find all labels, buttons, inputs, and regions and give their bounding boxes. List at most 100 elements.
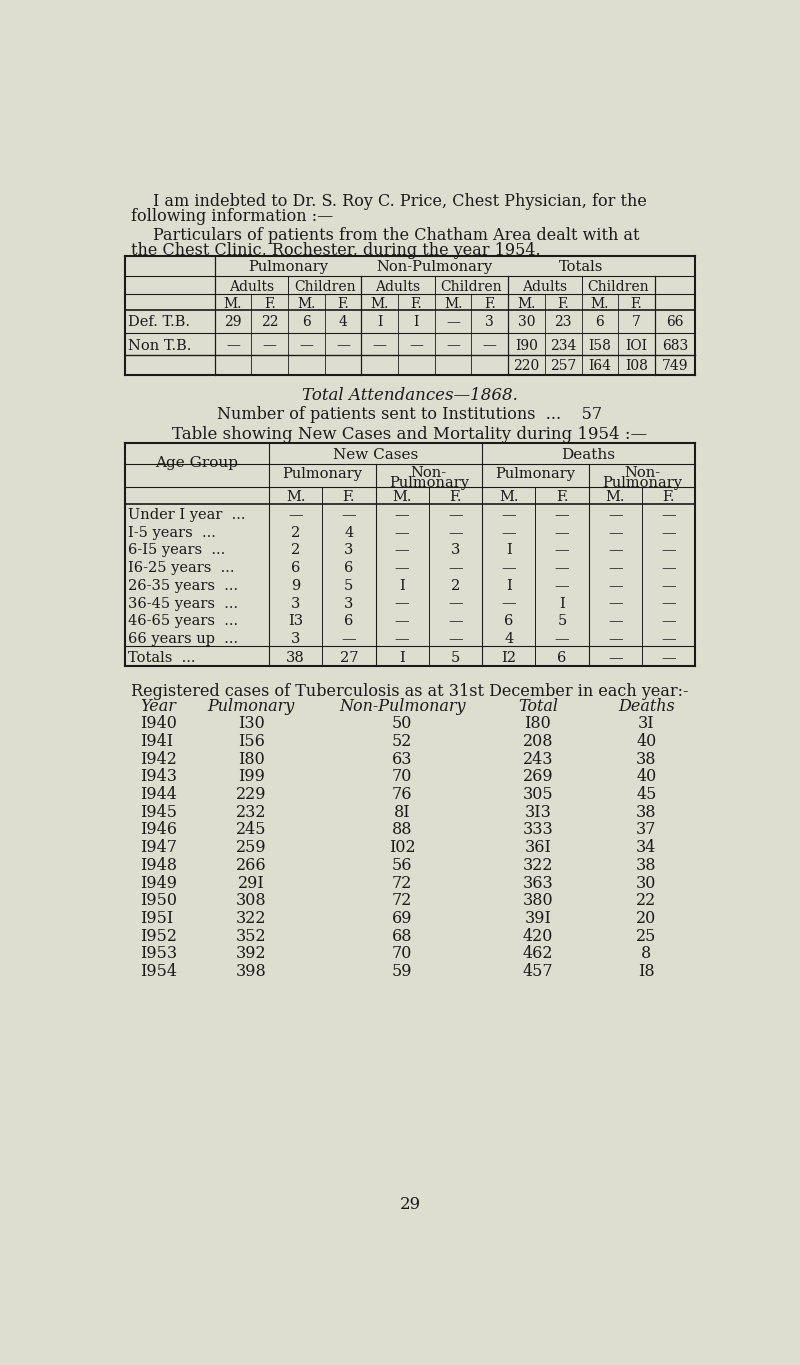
Text: Number of patients sent to Institutions  ...    57: Number of patients sent to Institutions … — [218, 405, 602, 423]
Text: 38: 38 — [636, 804, 657, 820]
Text: Pulmonary: Pulmonary — [248, 261, 328, 274]
Text: I952: I952 — [140, 928, 178, 945]
Text: 6: 6 — [344, 561, 354, 575]
Text: 20: 20 — [636, 910, 657, 927]
Text: 363: 363 — [522, 875, 554, 891]
Text: 457: 457 — [522, 964, 553, 980]
Text: I943: I943 — [140, 768, 178, 785]
Text: —: — — [662, 508, 676, 521]
Text: I947: I947 — [140, 839, 178, 856]
Text: —: — — [662, 614, 676, 628]
Text: 3: 3 — [450, 543, 460, 557]
Text: 220: 220 — [514, 359, 540, 374]
Text: —: — — [502, 508, 516, 521]
Text: 257: 257 — [550, 359, 576, 374]
Text: —: — — [395, 543, 410, 557]
Text: I944: I944 — [140, 786, 177, 803]
Text: Deaths: Deaths — [562, 448, 616, 461]
Text: 3: 3 — [344, 543, 354, 557]
Text: 6: 6 — [344, 614, 354, 628]
Text: —: — — [448, 597, 462, 610]
Text: —: — — [502, 561, 516, 575]
Text: 3: 3 — [344, 597, 354, 610]
Text: Adults: Adults — [375, 280, 421, 293]
Text: M.: M. — [444, 298, 462, 311]
Text: —: — — [502, 597, 516, 610]
Text: 2: 2 — [291, 526, 300, 539]
Text: 3: 3 — [291, 632, 300, 646]
Text: 3: 3 — [291, 597, 300, 610]
Text: I64: I64 — [588, 359, 611, 374]
Text: —: — — [395, 526, 410, 539]
Text: —: — — [554, 526, 570, 539]
Text: IOI: IOI — [626, 339, 647, 352]
Text: I946: I946 — [140, 822, 178, 838]
Text: —: — — [483, 339, 497, 352]
Text: 269: 269 — [522, 768, 553, 785]
Text: 72: 72 — [392, 875, 413, 891]
Text: I08: I08 — [625, 359, 648, 374]
Text: 88: 88 — [392, 822, 413, 838]
Text: 56: 56 — [392, 857, 413, 874]
Text: 40: 40 — [636, 733, 657, 749]
Text: —: — — [446, 339, 460, 352]
Text: following information :—: following information :— — [131, 209, 334, 225]
Text: —: — — [554, 579, 570, 592]
Text: —: — — [554, 543, 570, 557]
Text: —: — — [662, 632, 676, 646]
Text: I58: I58 — [589, 339, 611, 352]
Text: 6: 6 — [504, 614, 514, 628]
Text: F.: F. — [630, 298, 642, 311]
Text: I30: I30 — [238, 715, 265, 732]
Text: 420: 420 — [522, 928, 553, 945]
Text: 36I: 36I — [525, 839, 551, 856]
Text: Non-Pulmonary: Non-Pulmonary — [377, 261, 493, 274]
Text: 392: 392 — [236, 946, 266, 962]
Text: the Chest Clinic, Rochester, during the year 1954.: the Chest Clinic, Rochester, during the … — [131, 243, 541, 259]
Text: 34: 34 — [636, 839, 657, 856]
Text: Pulmonary: Pulmonary — [389, 476, 469, 490]
Text: Totals: Totals — [559, 261, 604, 274]
Text: —: — — [410, 339, 423, 352]
Text: 70: 70 — [392, 768, 413, 785]
Text: I: I — [399, 651, 405, 665]
Text: Table showing New Cases and Mortality during 1954 :—: Table showing New Cases and Mortality du… — [173, 426, 647, 442]
Text: Non-Pulmonary: Non-Pulmonary — [339, 698, 466, 715]
Text: —: — — [608, 579, 622, 592]
Text: I942: I942 — [140, 751, 177, 767]
Text: I56: I56 — [238, 733, 265, 749]
Text: 229: 229 — [236, 786, 266, 803]
Text: F.: F. — [662, 490, 675, 504]
Text: 266: 266 — [236, 857, 266, 874]
Text: —: — — [395, 632, 410, 646]
Text: Non-: Non- — [410, 465, 447, 479]
Text: I953: I953 — [140, 946, 178, 962]
Text: 68: 68 — [392, 928, 413, 945]
Text: 683: 683 — [662, 339, 688, 352]
Text: —: — — [395, 597, 410, 610]
Text: I: I — [399, 579, 405, 592]
Text: 305: 305 — [522, 786, 553, 803]
Text: Totals  ...: Totals ... — [128, 651, 195, 665]
Text: —: — — [448, 526, 462, 539]
Text: 322: 322 — [236, 910, 266, 927]
Text: 50: 50 — [392, 715, 413, 732]
Text: 30: 30 — [518, 315, 535, 329]
Text: 38: 38 — [636, 751, 657, 767]
Text: 398: 398 — [236, 964, 266, 980]
Text: I2: I2 — [502, 651, 516, 665]
Text: —: — — [662, 651, 676, 665]
Text: —: — — [662, 579, 676, 592]
Text: 22: 22 — [261, 315, 278, 329]
Text: I am indebted to Dr. S. Roy C. Price, Chest Physician, for the: I am indebted to Dr. S. Roy C. Price, Ch… — [153, 192, 646, 210]
Text: 46-65 years  ...: 46-65 years ... — [128, 614, 238, 628]
Text: M.: M. — [286, 490, 306, 504]
Text: 38: 38 — [286, 651, 305, 665]
Text: Year: Year — [140, 698, 176, 715]
Text: M.: M. — [393, 490, 412, 504]
Text: 234: 234 — [550, 339, 576, 352]
Text: 6: 6 — [291, 561, 300, 575]
Text: 59: 59 — [392, 964, 413, 980]
Text: F.: F. — [264, 298, 275, 311]
Text: New Cases: New Cases — [333, 448, 418, 461]
